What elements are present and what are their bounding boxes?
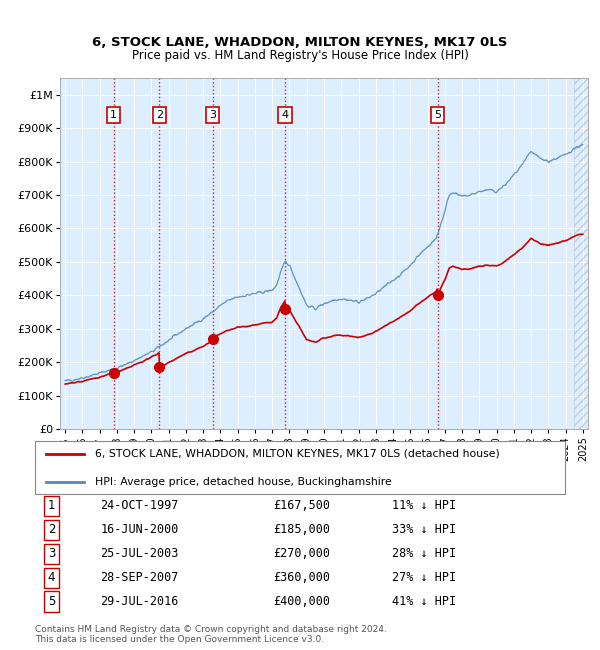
- Text: £270,000: £270,000: [273, 547, 330, 560]
- FancyBboxPatch shape: [35, 441, 565, 494]
- Text: 41% ↓ HPI: 41% ↓ HPI: [392, 595, 456, 608]
- Text: 1: 1: [110, 110, 117, 120]
- Text: 2: 2: [156, 110, 163, 120]
- Text: 29-JUL-2016: 29-JUL-2016: [100, 595, 179, 608]
- Text: HPI: Average price, detached house, Buckinghamshire: HPI: Average price, detached house, Buck…: [95, 477, 392, 487]
- Text: 2: 2: [48, 523, 55, 536]
- Text: £167,500: £167,500: [273, 499, 330, 512]
- Text: 24-OCT-1997: 24-OCT-1997: [100, 499, 179, 512]
- Text: 3: 3: [48, 547, 55, 560]
- Text: 4: 4: [281, 110, 289, 120]
- Text: 1: 1: [48, 499, 55, 512]
- Text: 33% ↓ HPI: 33% ↓ HPI: [392, 523, 456, 536]
- Text: 3: 3: [209, 110, 217, 120]
- Text: 27% ↓ HPI: 27% ↓ HPI: [392, 571, 456, 584]
- Text: 6, STOCK LANE, WHADDON, MILTON KEYNES, MK17 0LS: 6, STOCK LANE, WHADDON, MILTON KEYNES, M…: [92, 36, 508, 49]
- Text: 11% ↓ HPI: 11% ↓ HPI: [392, 499, 456, 512]
- Text: 16-JUN-2000: 16-JUN-2000: [100, 523, 179, 536]
- Text: 5: 5: [48, 595, 55, 608]
- Text: £360,000: £360,000: [273, 571, 330, 584]
- Text: 6, STOCK LANE, WHADDON, MILTON KEYNES, MK17 0LS (detached house): 6, STOCK LANE, WHADDON, MILTON KEYNES, M…: [95, 449, 500, 459]
- Text: 5: 5: [434, 110, 441, 120]
- Text: 4: 4: [48, 571, 55, 584]
- Text: 25-JUL-2003: 25-JUL-2003: [100, 547, 179, 560]
- Text: £185,000: £185,000: [273, 523, 330, 536]
- Text: 28% ↓ HPI: 28% ↓ HPI: [392, 547, 456, 560]
- Text: 28-SEP-2007: 28-SEP-2007: [100, 571, 179, 584]
- Text: Contains HM Land Registry data © Crown copyright and database right 2024.
This d: Contains HM Land Registry data © Crown c…: [35, 625, 387, 644]
- Text: Price paid vs. HM Land Registry's House Price Index (HPI): Price paid vs. HM Land Registry's House …: [131, 49, 469, 62]
- Text: £400,000: £400,000: [273, 595, 330, 608]
